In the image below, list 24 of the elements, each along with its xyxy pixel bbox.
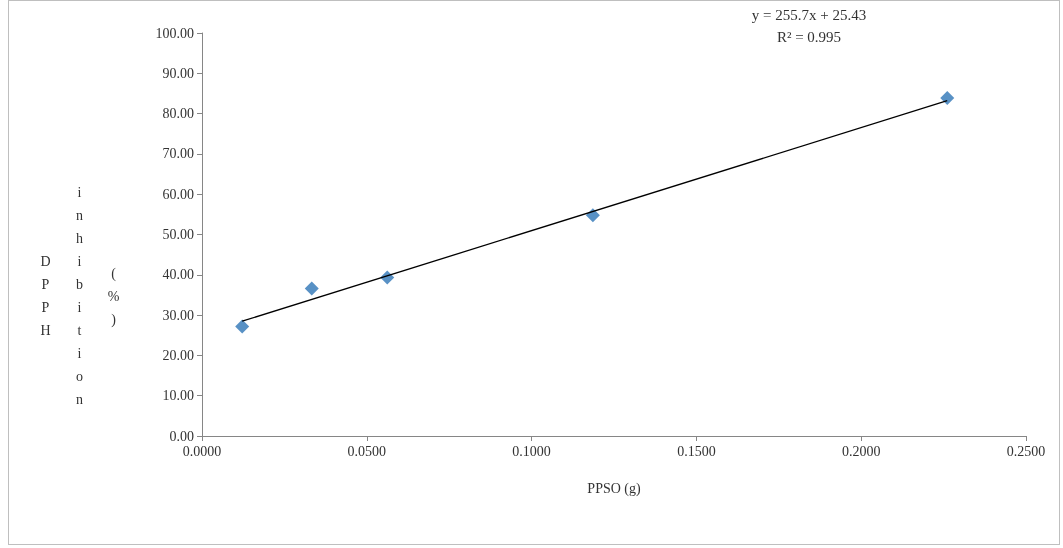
x-tick-label: 0.2500 <box>1006 443 1046 459</box>
y-tick-label: 80.00 <box>162 106 194 122</box>
y-tick-label: 50.00 <box>162 227 194 242</box>
text: DPPH inhibition (%) <box>38 185 121 415</box>
annotation: R² = 0.995 <box>776 28 842 45</box>
text: y = 255.7x + 25.43 <box>751 6 867 23</box>
x-axis-title: PPSO (g) <box>587 480 641 497</box>
x-tick-label: 0.1500 <box>677 443 716 459</box>
y-tick-label: 0.00 <box>169 428 194 444</box>
y-tick-label: 90.00 <box>162 65 194 81</box>
x-tick-label: 0.0000 <box>182 443 222 459</box>
y-tick-label: 70.00 <box>162 146 194 162</box>
x-tick-label: 0.0500 <box>347 443 387 459</box>
y-tick-label: 100.00 <box>155 25 194 41</box>
y-tick-label: 10.00 <box>162 388 194 404</box>
point <box>304 281 319 296</box>
point <box>235 319 250 334</box>
y-tick-label: 60.00 <box>162 186 194 202</box>
x-tick-label: 0.1000 <box>512 443 551 459</box>
y-tick-label: 20.00 <box>162 347 194 363</box>
point <box>940 90 955 105</box>
y-tick-label: 30.00 <box>162 307 194 323</box>
x-tick-label: 0.2000 <box>841 443 881 459</box>
y-tick-label: 40.00 <box>162 267 194 283</box>
